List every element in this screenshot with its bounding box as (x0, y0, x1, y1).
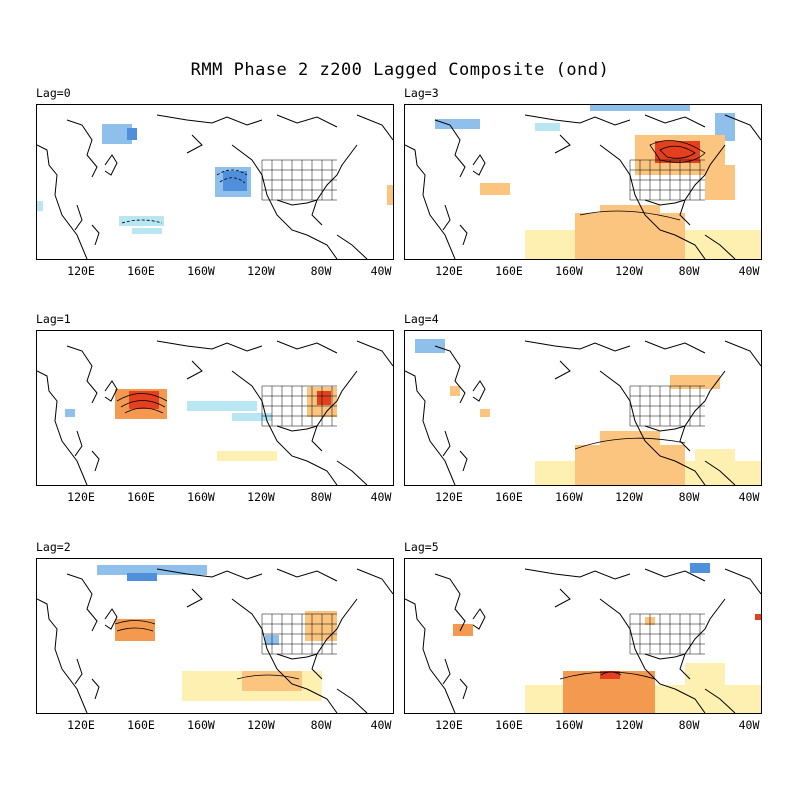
anomaly-shading (435, 105, 761, 259)
panel-label: Lag=4 (404, 312, 439, 326)
panel-label: Lag=1 (36, 312, 71, 326)
coastlines (405, 568, 761, 713)
panel-label: Lag=3 (404, 86, 439, 100)
map-svg (37, 565, 393, 713)
map-frame (36, 330, 394, 486)
panel-lag4: Lag=4 120E 160E 160W 120W 80W 40W (404, 312, 762, 504)
panel-lag1: Lag=1 120E 160E 160W 120W 80W 40W (36, 312, 394, 504)
x-tick-label: 120E (67, 718, 95, 732)
x-tick-label: 120W (615, 490, 643, 504)
x-tick-label: 80W (678, 264, 700, 278)
contours (116, 393, 168, 414)
x-tick-label: 40W (370, 490, 392, 504)
x-tick-label: 80W (310, 718, 332, 732)
x-tick-label: 160E (127, 490, 155, 504)
x-tick-label: 160E (127, 718, 155, 732)
x-tick-label: 120E (435, 718, 463, 732)
x-tick-label: 160W (555, 718, 583, 732)
coastlines (405, 340, 761, 485)
panel-lag2: Lag=2 120E 160E 160W 120W 80W 40W (36, 540, 394, 732)
x-tick-label: 160W (187, 718, 215, 732)
x-tick-label: 80W (678, 718, 700, 732)
x-tick-label: 160W (555, 264, 583, 278)
map-svg (37, 114, 393, 259)
x-tick-label: 160E (495, 718, 523, 732)
anomaly-shading (415, 339, 761, 485)
contours (559, 671, 656, 680)
coastlines (37, 568, 393, 713)
contours (114, 620, 300, 680)
x-tick-label: 120W (247, 718, 275, 732)
map-frame (36, 104, 394, 260)
x-tick-label: 160W (187, 490, 215, 504)
map-svg (37, 340, 393, 485)
x-tick-label: 80W (310, 490, 332, 504)
panel-label: Lag=5 (404, 540, 439, 554)
x-tick-label: 120E (435, 264, 463, 278)
x-tick-label: 80W (678, 490, 700, 504)
x-tick-label: 80W (310, 264, 332, 278)
x-tick-label: 160E (495, 264, 523, 278)
contours (574, 437, 686, 450)
x-tick-label: 40W (738, 490, 760, 504)
map-frame (404, 104, 762, 260)
x-tick-label: 120W (247, 264, 275, 278)
map-svg (405, 105, 761, 259)
x-tick-label: 40W (370, 718, 392, 732)
anomaly-shading (37, 124, 393, 234)
map-svg (405, 339, 761, 485)
map-frame (404, 330, 762, 486)
x-tick-label: 120W (247, 490, 275, 504)
panel-lag0: Lag=0 120E 160E 160W 120W 80W 40W (36, 86, 394, 278)
coastlines (37, 340, 393, 485)
figure-title: RMM Phase 2 z200 Lagged Composite (ond) (190, 60, 610, 80)
anomaly-shading (97, 565, 337, 701)
panel-label: Lag=2 (36, 540, 71, 554)
panel-lag3: Lag=3 120E 160E 160W 120W 80W 40W (404, 86, 762, 278)
map-svg (405, 563, 761, 713)
coastlines (37, 114, 393, 259)
x-tick-label: 40W (738, 718, 760, 732)
map-frame (36, 558, 394, 714)
panel-lag5: Lag=5 120E 160E 160W 120W 80W 40W (404, 540, 762, 732)
x-tick-label: 40W (370, 264, 392, 278)
x-tick-label: 160E (127, 264, 155, 278)
panel-label: Lag=0 (36, 86, 71, 100)
contours (579, 140, 706, 221)
x-tick-label: 120W (615, 718, 643, 732)
coastlines (405, 114, 761, 259)
x-tick-label: 120E (435, 490, 463, 504)
x-tick-label: 160W (187, 264, 215, 278)
anomaly-shading (453, 563, 761, 713)
x-tick-label: 40W (738, 264, 760, 278)
x-tick-label: 120E (67, 490, 95, 504)
map-frame (404, 558, 762, 714)
x-tick-label: 120W (615, 264, 643, 278)
x-tick-label: 120E (67, 264, 95, 278)
x-tick-label: 160W (555, 490, 583, 504)
contours (121, 169, 248, 224)
x-tick-label: 160E (495, 490, 523, 504)
